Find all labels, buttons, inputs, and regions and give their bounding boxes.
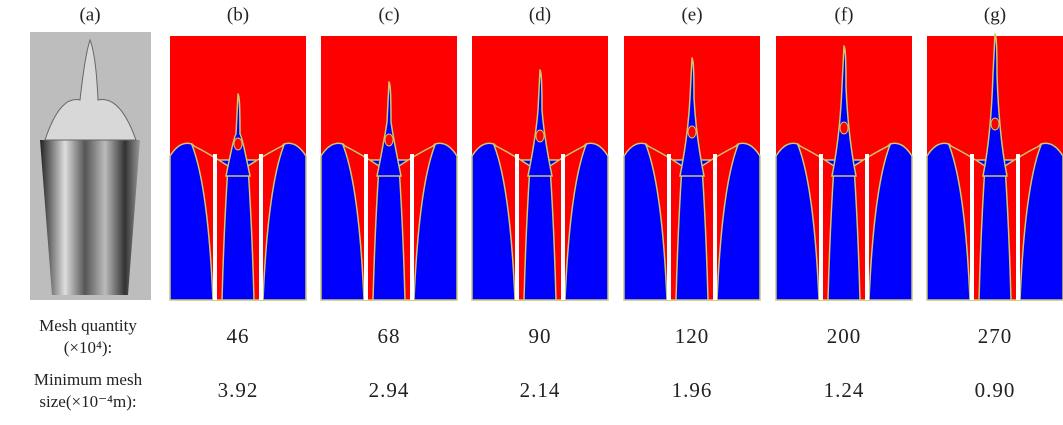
gap-left xyxy=(341,143,380,301)
bubble xyxy=(535,129,545,143)
wall-right xyxy=(865,154,869,300)
row-label: Mesh quantity xyxy=(39,316,137,335)
wall-left xyxy=(515,154,519,300)
table-cell: 46 xyxy=(227,324,250,348)
simulation-panel xyxy=(775,36,913,301)
bubble xyxy=(233,137,243,151)
gap-left xyxy=(190,143,229,301)
table-cell: 0.90 xyxy=(975,378,1016,402)
row-label: size(×10⁻⁴m): xyxy=(39,392,136,411)
panel-label: (g) xyxy=(984,4,1006,25)
wall-left xyxy=(819,154,823,300)
jet xyxy=(831,45,857,177)
wall-left xyxy=(364,154,368,300)
simulation-panel xyxy=(926,33,1063,301)
wall-right xyxy=(561,154,565,300)
table-cell: 270 xyxy=(978,324,1013,348)
table-cell: 120 xyxy=(675,324,710,348)
simulation-panel xyxy=(169,36,307,301)
table-cell: 3.92 xyxy=(218,378,259,402)
jet xyxy=(982,33,1008,177)
table-cell: 1.96 xyxy=(672,378,713,402)
panel-label: (c) xyxy=(378,4,399,25)
simulation-panel xyxy=(471,36,609,301)
panel-label: (a) xyxy=(79,4,100,25)
panel-label: (f) xyxy=(835,4,854,25)
photo-panel xyxy=(30,32,151,300)
wall-right xyxy=(1016,154,1020,300)
row-label: (×10⁴): xyxy=(64,338,113,357)
gap-right xyxy=(549,143,588,301)
simulation-panel xyxy=(320,36,458,301)
wall-left xyxy=(213,154,217,300)
panel-label: (b) xyxy=(227,4,249,25)
wall-right xyxy=(713,154,717,300)
simulation-panel xyxy=(623,36,761,301)
wall-left xyxy=(667,154,671,300)
table-cell: 90 xyxy=(529,324,552,348)
jet xyxy=(527,69,553,177)
table-cell: 2.14 xyxy=(520,378,561,402)
gap-right xyxy=(247,143,286,301)
gap-left xyxy=(492,143,531,301)
table-cell: 200 xyxy=(827,324,862,348)
bubble xyxy=(990,117,1000,131)
table-cell: 68 xyxy=(378,324,401,348)
wall-left xyxy=(970,154,974,300)
wall-right xyxy=(410,154,414,300)
bubble xyxy=(384,133,394,147)
gap-left xyxy=(947,143,986,301)
table-cell: 1.24 xyxy=(824,378,865,402)
table-cell: 2.94 xyxy=(369,378,410,402)
panel-label: (e) xyxy=(681,4,702,25)
jet xyxy=(225,93,251,177)
jet xyxy=(376,81,402,177)
row-label: Minimum mesh xyxy=(34,370,143,389)
bubble xyxy=(687,125,697,139)
gap-left xyxy=(796,143,835,301)
gap-right xyxy=(398,143,437,301)
gap-right xyxy=(853,143,892,301)
panel-label: (d) xyxy=(529,4,551,25)
jet xyxy=(679,57,705,177)
bubble xyxy=(839,121,849,135)
gap-right xyxy=(701,143,740,301)
wall-right xyxy=(259,154,263,300)
gap-right xyxy=(1004,143,1043,301)
gap-left xyxy=(644,143,683,301)
